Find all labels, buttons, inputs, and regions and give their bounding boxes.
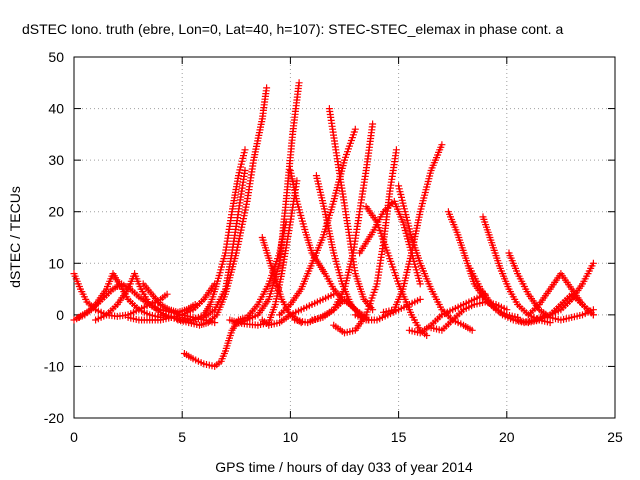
grid [74,57,615,418]
data-point [241,146,249,154]
series-21 [330,146,400,337]
data-point [438,141,446,149]
data-point [369,120,377,128]
series-11 [226,79,303,327]
series-25 [380,141,446,316]
data-point [351,125,359,133]
y-tick-label: 0 [56,307,64,323]
axis-ticks: 0 5 10 15 20 25 -20 -10 0 10 20 30 40 50 [44,49,623,445]
chart-title: dSTEC Iono. truth (ebre, Lon=0, Lat=40, … [22,21,563,37]
plot-frame [73,56,616,419]
data-point [263,84,271,92]
series-31 [479,213,554,327]
series-35 [535,290,597,324]
data-series [70,79,597,370]
data-point [293,177,301,185]
series-34 [524,270,597,319]
x-tick-label: 5 [178,429,186,445]
series-20 [312,172,372,324]
series-14 [258,290,338,329]
series-9 [178,167,249,324]
series-line [311,123,374,321]
series-13 [258,234,305,327]
series-16 [276,125,359,319]
y-tick-label: -20 [44,410,64,426]
y-tick-label: 20 [48,204,64,220]
y-tick-label: -10 [44,358,64,374]
y-axis-label: dSTEC / TECUs [7,186,23,288]
x-tick-label: 15 [391,429,407,445]
x-tick-label: 20 [499,429,515,445]
series-19 [325,105,377,314]
series-32 [505,249,597,324]
y-tick-label: 50 [48,49,64,65]
x-axis-label: GPS time / hours of day 033 of year 2014 [215,459,473,475]
series-12 [232,177,301,329]
series-5 [139,280,199,316]
data-point [241,167,249,174]
series-18 [308,120,377,324]
data-point [416,280,424,288]
data-point [416,295,424,303]
data-point [163,290,171,298]
data-point [392,146,400,154]
data-point [589,311,597,319]
x-tick-label: 0 [70,429,78,445]
y-tick-label: 30 [48,152,64,168]
data-point [468,326,476,334]
y-tick-label: 40 [48,101,64,117]
y-tick-label: 10 [48,255,64,271]
x-tick-label: 25 [607,429,623,445]
series-26 [395,182,476,334]
data-point [589,259,597,267]
data-point [423,332,431,339]
data-point [295,79,303,87]
x-tick-label: 10 [283,429,299,445]
